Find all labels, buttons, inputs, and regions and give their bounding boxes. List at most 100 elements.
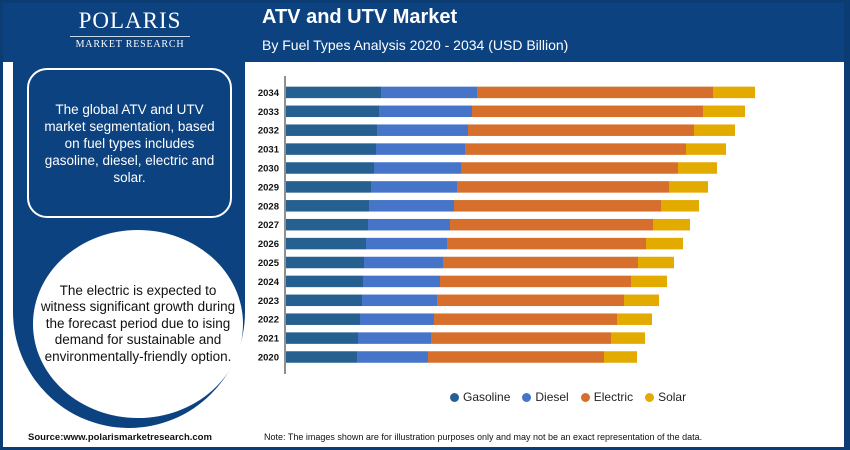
bar-diesel-2024	[363, 275, 440, 288]
legend-label: Gasoline	[463, 390, 511, 404]
y-tick-label: 2020	[258, 353, 279, 364]
y-tick-label: 2032	[258, 126, 279, 137]
chart-title: ATV and UTV Market	[262, 6, 458, 28]
bar-electric-2025	[443, 256, 638, 269]
source-text: Source:www.polarismarketresearch.com	[28, 432, 212, 443]
chart-legend: Gasoline Diesel Electric Solar	[450, 390, 686, 404]
chart-subtitle: By Fuel Types Analysis 2020 - 2034 (USD …	[262, 37, 569, 53]
bar-solar-2032	[694, 124, 735, 136]
legend-label: Solar	[658, 390, 687, 404]
bar-gasoline-2031	[286, 143, 376, 155]
bar-electric-2029	[457, 181, 669, 193]
bar-solar-2023	[624, 294, 659, 307]
y-tick-label: 2029	[258, 182, 279, 193]
bar-gasoline-2026	[286, 237, 366, 250]
bar-solar-2033	[703, 105, 745, 118]
bar-diesel-2029	[371, 181, 457, 193]
y-tick-label: 2024	[258, 277, 280, 288]
bar-electric-2020	[428, 351, 604, 363]
y-tick-label: 2022	[258, 315, 279, 326]
bar-electric-2032	[468, 124, 694, 136]
bar-electric-2033	[472, 105, 703, 118]
bar-gasoline-2033	[286, 105, 379, 118]
bar-solar-2028	[661, 200, 699, 212]
summary-box: The global ATV and UTV market segmentati…	[27, 68, 232, 218]
bar-solar-2020	[604, 351, 637, 363]
y-tick-label: 2033	[258, 107, 279, 118]
logo-tagline: MARKET RESEARCH	[75, 39, 185, 50]
y-tick-label: 2034	[258, 88, 280, 99]
bar-diesel-2028	[369, 200, 454, 212]
bar-electric-2021	[431, 332, 611, 344]
y-tick-label: 2027	[258, 220, 279, 231]
bar-electric-2034	[477, 86, 713, 99]
bar-diesel-2026	[366, 237, 447, 250]
y-tick-label: 2028	[258, 201, 279, 212]
y-tick-label: 2021	[258, 334, 280, 345]
bar-solar-2022	[617, 313, 652, 325]
y-tick-label: 2031	[258, 145, 280, 156]
bar-gasoline-2023	[286, 294, 362, 307]
legend-marker	[580, 392, 590, 402]
legend-item-gasoline: Gasoline	[450, 390, 510, 404]
legend-item-solar: Solar	[645, 390, 686, 404]
bar-gasoline-2032	[286, 124, 377, 136]
bar-solar-2021	[611, 332, 645, 344]
legend-label: Electric	[593, 390, 634, 404]
bar-electric-2027	[450, 218, 653, 231]
bar-diesel-2021	[358, 332, 431, 344]
bar-electric-2030	[461, 162, 678, 174]
bar-diesel-2031	[376, 143, 465, 155]
bar-solar-2025	[638, 256, 674, 269]
bar-gasoline-2022	[286, 313, 360, 325]
bar-solar-2034	[713, 86, 755, 99]
bar-electric-2024	[440, 275, 631, 288]
highlight-circle: The electric is expected to witness sign…	[33, 230, 243, 418]
bar-electric-2023	[437, 294, 624, 307]
bar-electric-2022	[434, 313, 617, 325]
bar-diesel-2023	[362, 294, 437, 307]
bar-gasoline-2027	[286, 218, 368, 231]
bar-solar-2026	[646, 237, 683, 250]
legend-item-diesel: Diesel	[522, 390, 569, 404]
bar-diesel-2027	[368, 218, 450, 231]
bar-gasoline-2034	[286, 86, 381, 99]
stacked-bar-chart: 2020 2021 2022 2023 2024 2025 2026 2027 2028 2029…	[258, 76, 755, 374]
y-tick-label: 2023	[258, 296, 279, 307]
bar-diesel-2022	[360, 313, 434, 325]
bar-solar-2031	[686, 143, 726, 155]
legend-marker	[645, 392, 655, 402]
legend-label: Diesel	[535, 390, 569, 404]
bar-electric-2026	[447, 237, 646, 250]
polaris-logo: POLARIS MARKET RESEARCH	[70, 8, 190, 50]
y-tick-label: 2025	[258, 258, 280, 269]
bar-solar-2030	[678, 162, 717, 174]
bar-gasoline-2025	[286, 256, 364, 269]
bar-diesel-2030	[374, 162, 461, 174]
bar-solar-2024	[631, 275, 667, 288]
bar-gasoline-2030	[286, 162, 374, 174]
legend-item-electric: Electric	[580, 390, 634, 404]
logo-name: POLARIS	[78, 8, 182, 33]
disclaimer-note: Note: The images shown are for illustrat…	[264, 432, 703, 442]
bar-electric-2031	[465, 143, 686, 155]
y-tick-label: 2030	[258, 164, 279, 175]
bar-gasoline-2020	[286, 351, 357, 363]
bar-solar-2029	[669, 181, 708, 193]
bar-electric-2028	[454, 200, 661, 212]
legend-marker	[522, 392, 532, 402]
bar-diesel-2020	[357, 351, 428, 363]
bar-gasoline-2029	[286, 181, 371, 193]
bar-diesel-2032	[377, 124, 468, 136]
bar-gasoline-2028	[286, 200, 369, 212]
bar-gasoline-2024	[286, 275, 363, 288]
summary-text: The global ATV and UTV market segmentati…	[44, 101, 215, 185]
bar-diesel-2034	[381, 86, 477, 99]
legend-marker	[450, 392, 459, 402]
bar-gasoline-2021	[286, 332, 358, 344]
bar-diesel-2025	[364, 256, 443, 269]
bar-diesel-2033	[379, 105, 472, 118]
bar-solar-2027	[653, 218, 690, 231]
highlight-text: The electric is expected to witness sign…	[40, 282, 236, 364]
y-tick-label: 2026	[258, 239, 279, 250]
